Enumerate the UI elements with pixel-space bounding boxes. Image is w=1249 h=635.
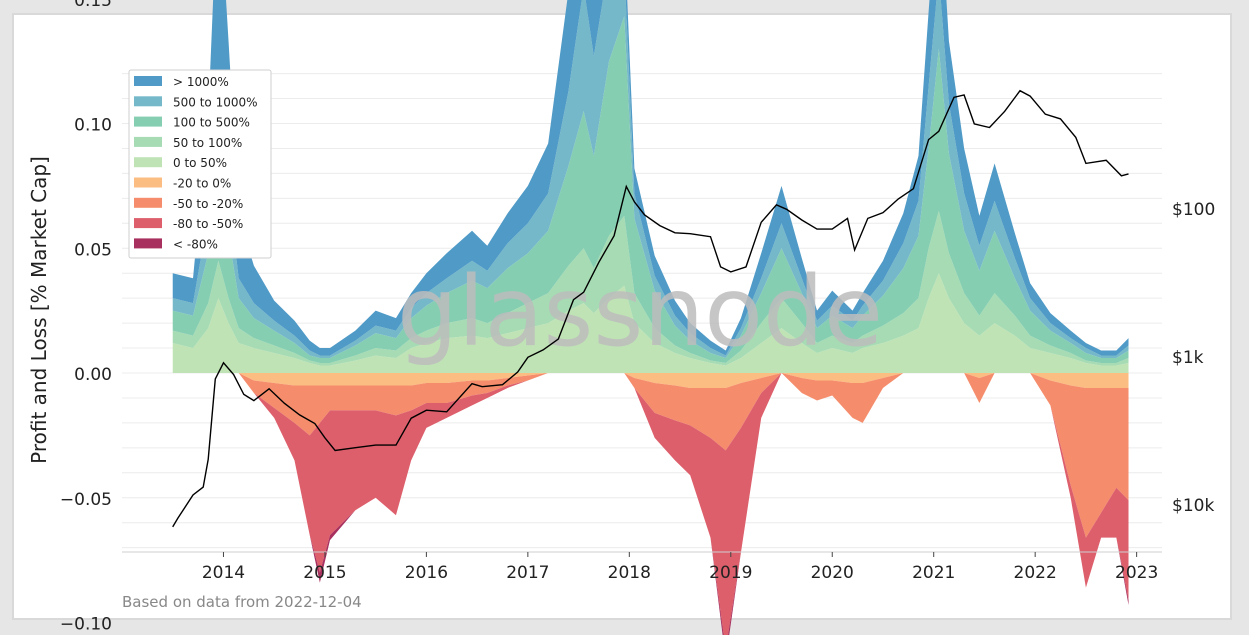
legend-swatch <box>134 157 162 168</box>
legend-swatch <box>134 177 162 188</box>
x-tick-label: 2021 <box>912 563 955 583</box>
legend-label: -50 to -20% <box>173 197 243 211</box>
x-ticks: 2014 2015 2016 2017 2018 2019 2020 2021 2022 2023 <box>202 552 1158 583</box>
legend-label: -80 to -50% <box>173 217 243 231</box>
y-tick-label: −0.05 <box>60 490 112 510</box>
y2-ticks: $10k $1k $100 <box>1172 200 1215 516</box>
area-loss-80-to-50 <box>172 373 1129 635</box>
legend-box <box>128 69 272 259</box>
x-tick-label: 2019 <box>709 563 752 583</box>
legend-label: > 1000% <box>173 75 229 89</box>
area-profit-100-to-500 <box>172 16 1129 364</box>
y-tick-label: 0.10 <box>74 116 112 136</box>
y2-tick-label: $10k <box>1172 496 1214 516</box>
y2-tick-label: $1k <box>1172 348 1204 368</box>
legend-label: 500 to 1000% <box>173 95 258 109</box>
x-tick-label: 2014 <box>202 563 245 583</box>
y-tick-label: 0.00 <box>74 365 112 385</box>
x-tick-label: 2020 <box>811 563 854 583</box>
legend-swatch <box>134 218 162 229</box>
legend-label: 0 to 50% <box>173 156 227 170</box>
y-tick-label: 0.05 <box>74 240 112 260</box>
x-tick-label: 2023 <box>1115 563 1158 583</box>
legend-label: < -80% <box>173 237 218 251</box>
x-tick-label: 2016 <box>405 563 448 583</box>
x-tick-label: 2018 <box>608 563 651 583</box>
legend-swatch <box>134 116 162 127</box>
watermark: glassnode <box>397 256 883 368</box>
price-line <box>172 89 1129 528</box>
area-profit-1000 <box>172 0 1129 356</box>
legend-label: 50 to 100% <box>173 136 242 150</box>
footer-note: Based on data from 2022-12-04 <box>122 593 362 611</box>
legend-swatch <box>134 96 162 107</box>
y-tick-label: 0.15 <box>74 0 112 11</box>
y-axis-label: Profit and Loss [% Market Cap] <box>27 156 51 464</box>
legend-label: 100 to 500% <box>173 116 250 130</box>
x-tick-label: 2017 <box>506 563 549 583</box>
area-loss-20-to-0 <box>172 373 1129 388</box>
y-tick-label: −0.10 <box>60 615 112 635</box>
legend-swatch <box>134 238 162 249</box>
y2-tick-label: $100 <box>1172 200 1215 220</box>
legend-swatch <box>134 197 162 208</box>
area-profit-0-to-50 <box>172 273 1129 373</box>
legend-label: -20 to 0% <box>173 177 231 191</box>
legend: > 1000% 500 to 1000% 100 to 500% 50 to 100%… <box>128 69 272 259</box>
x-tick-label: 2022 <box>1014 563 1057 583</box>
legend-swatch <box>134 136 162 147</box>
x-tick-label: 2015 <box>303 563 346 583</box>
area-profit-500-to-1000 <box>172 0 1129 359</box>
y-ticks: 0.200.150.100.050.00−0.05−0.10 <box>60 0 112 635</box>
area-profit-50-to-100 <box>172 210 1129 366</box>
legend-swatch <box>134 76 162 86</box>
